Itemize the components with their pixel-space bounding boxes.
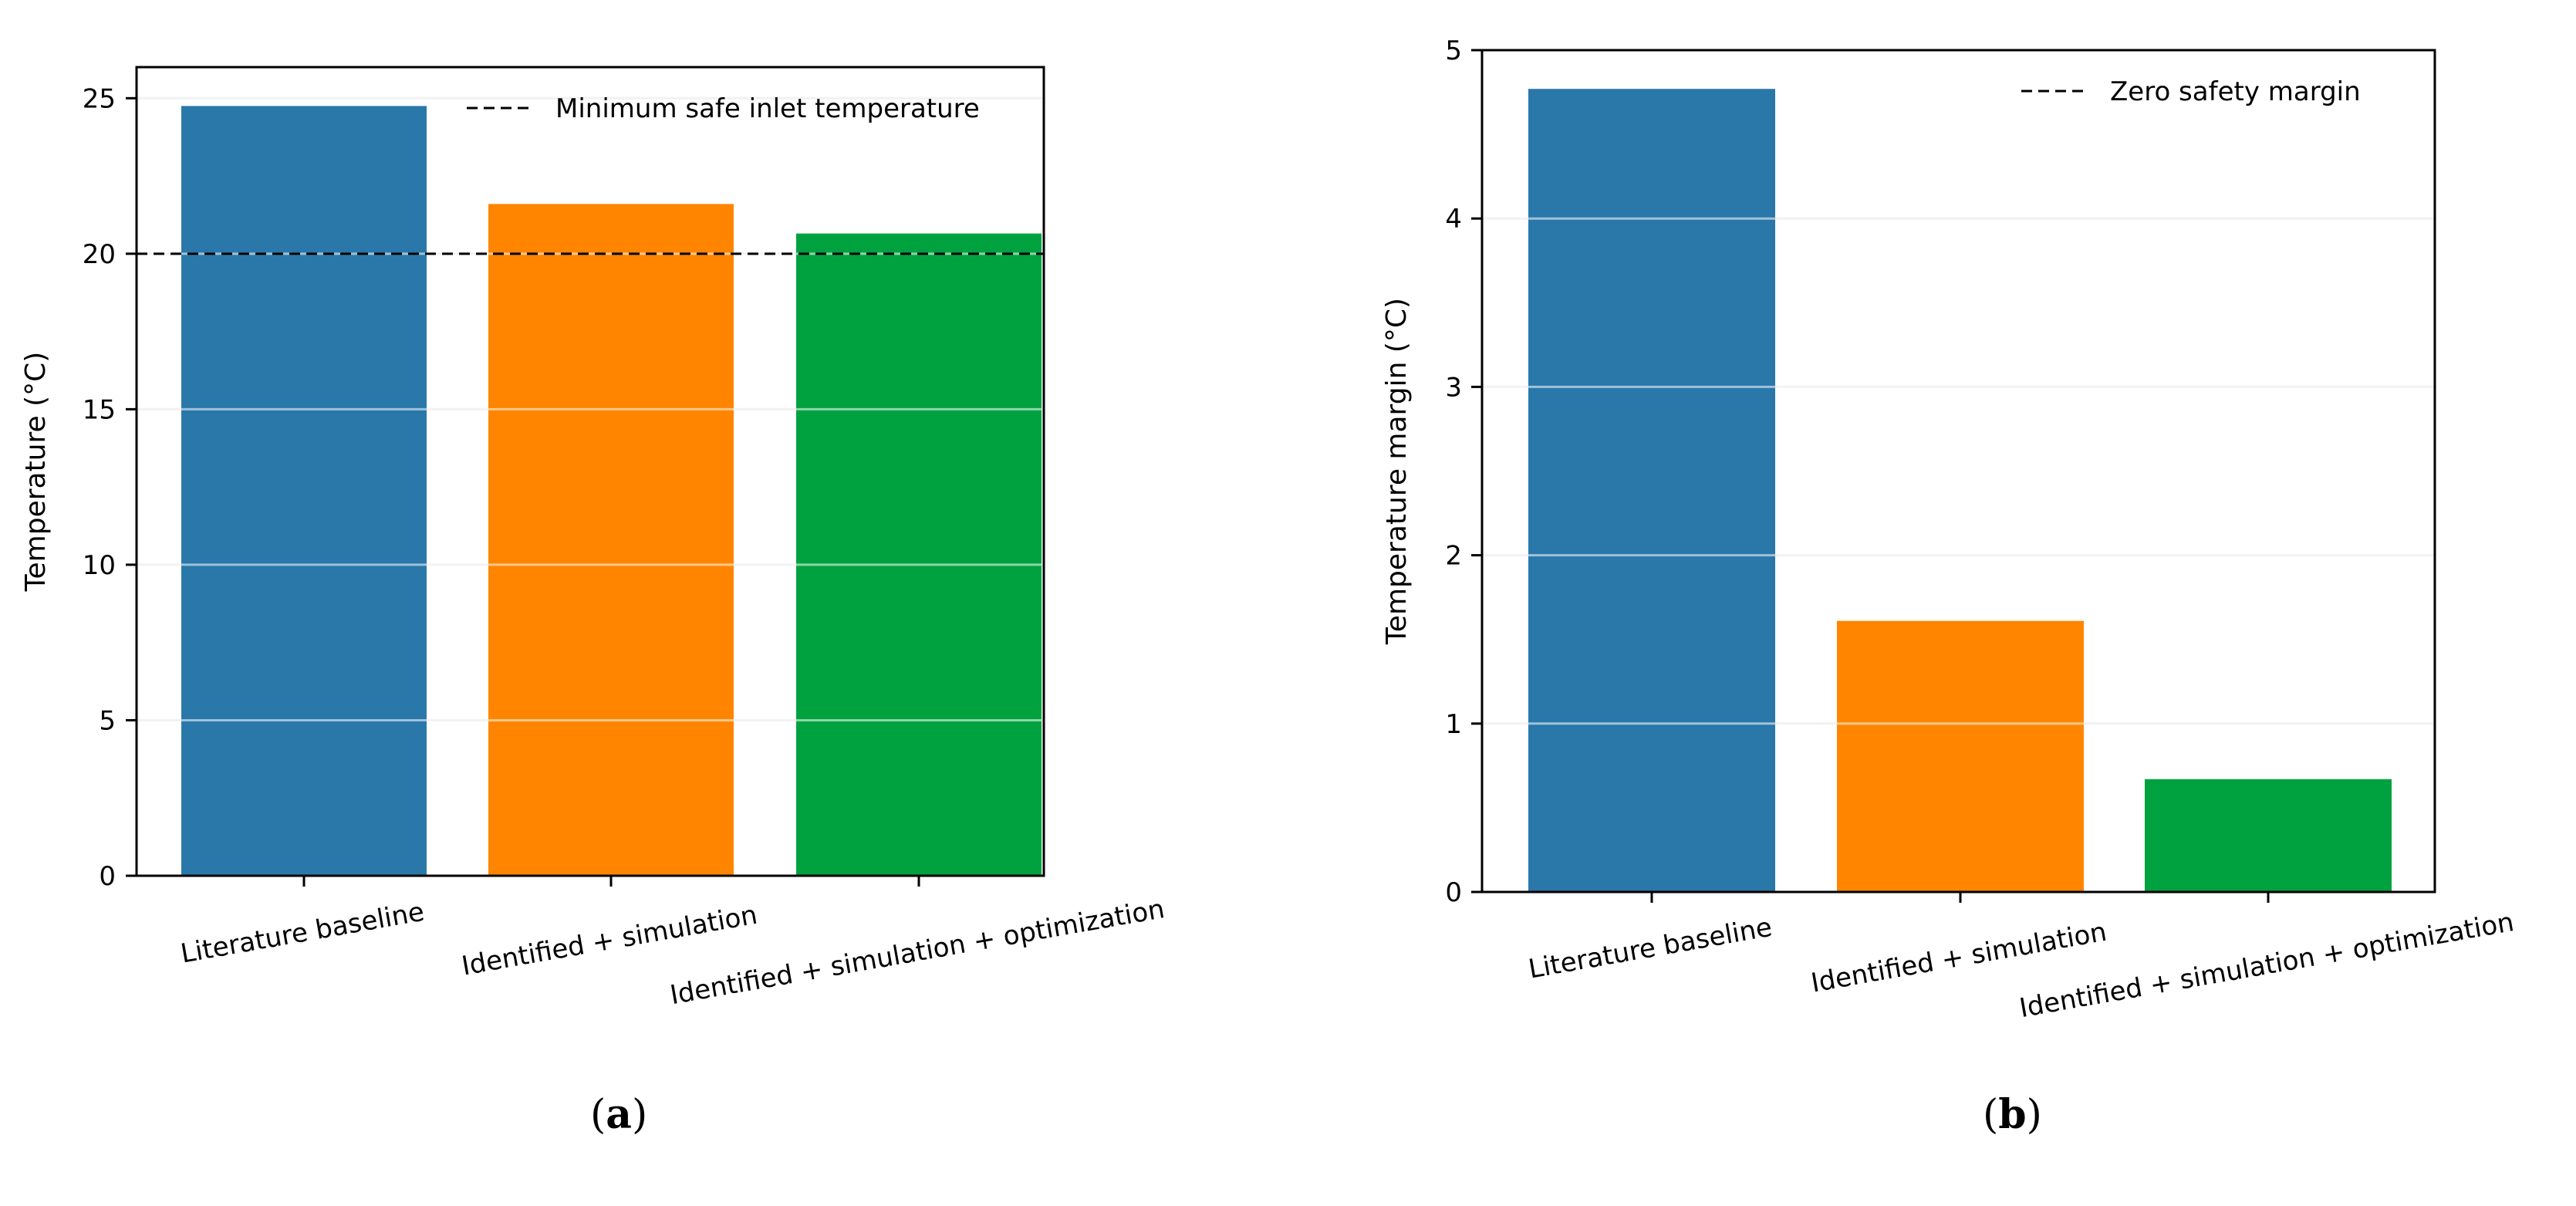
axes-frame: [135, 66, 1045, 877]
y-tick-label: 15: [83, 394, 116, 425]
y-tick-label: 1: [1445, 709, 1462, 740]
y-tick-label: 5: [1445, 35, 1462, 66]
y-tick-label: 4: [1445, 204, 1462, 235]
bar-1: [1528, 89, 1775, 892]
panel-label: (b): [1983, 1091, 2042, 1138]
bar-2: [1837, 620, 2084, 892]
y-tick-label: 2: [1445, 541, 1462, 572]
bar-3: [796, 233, 1042, 877]
x-tick-label: Identified + simulation: [460, 900, 760, 982]
y-tick-label: 0: [99, 861, 116, 892]
y-tick-label: 25: [83, 83, 116, 114]
y-tick-label: 3: [1445, 372, 1462, 403]
bar-2: [488, 204, 734, 876]
y-axis-label: Temperature (°C): [20, 352, 52, 593]
bar-3: [2145, 779, 2392, 892]
legend-label: Minimum safe inlet temperature: [555, 93, 980, 124]
panel-label: (a): [590, 1091, 647, 1138]
axes-frame: [1480, 49, 2436, 894]
y-axis-label: Temperature margin (°C): [1381, 298, 1413, 645]
bar-1: [181, 106, 427, 876]
y-tick-label: 5: [99, 705, 116, 736]
legend-label: Zero safety margin: [2110, 76, 2361, 107]
x-tick-label: Literature baseline: [1526, 912, 1774, 985]
y-tick-label: 20: [83, 239, 116, 270]
chart-panel-a: 0 5 10 15 20 25 Literature baseline Identified …: [20, 66, 1167, 1138]
y-tick-label: 10: [83, 550, 116, 581]
y-tick-label: 0: [1445, 877, 1462, 908]
x-tick-label: Literature baseline: [178, 897, 427, 970]
